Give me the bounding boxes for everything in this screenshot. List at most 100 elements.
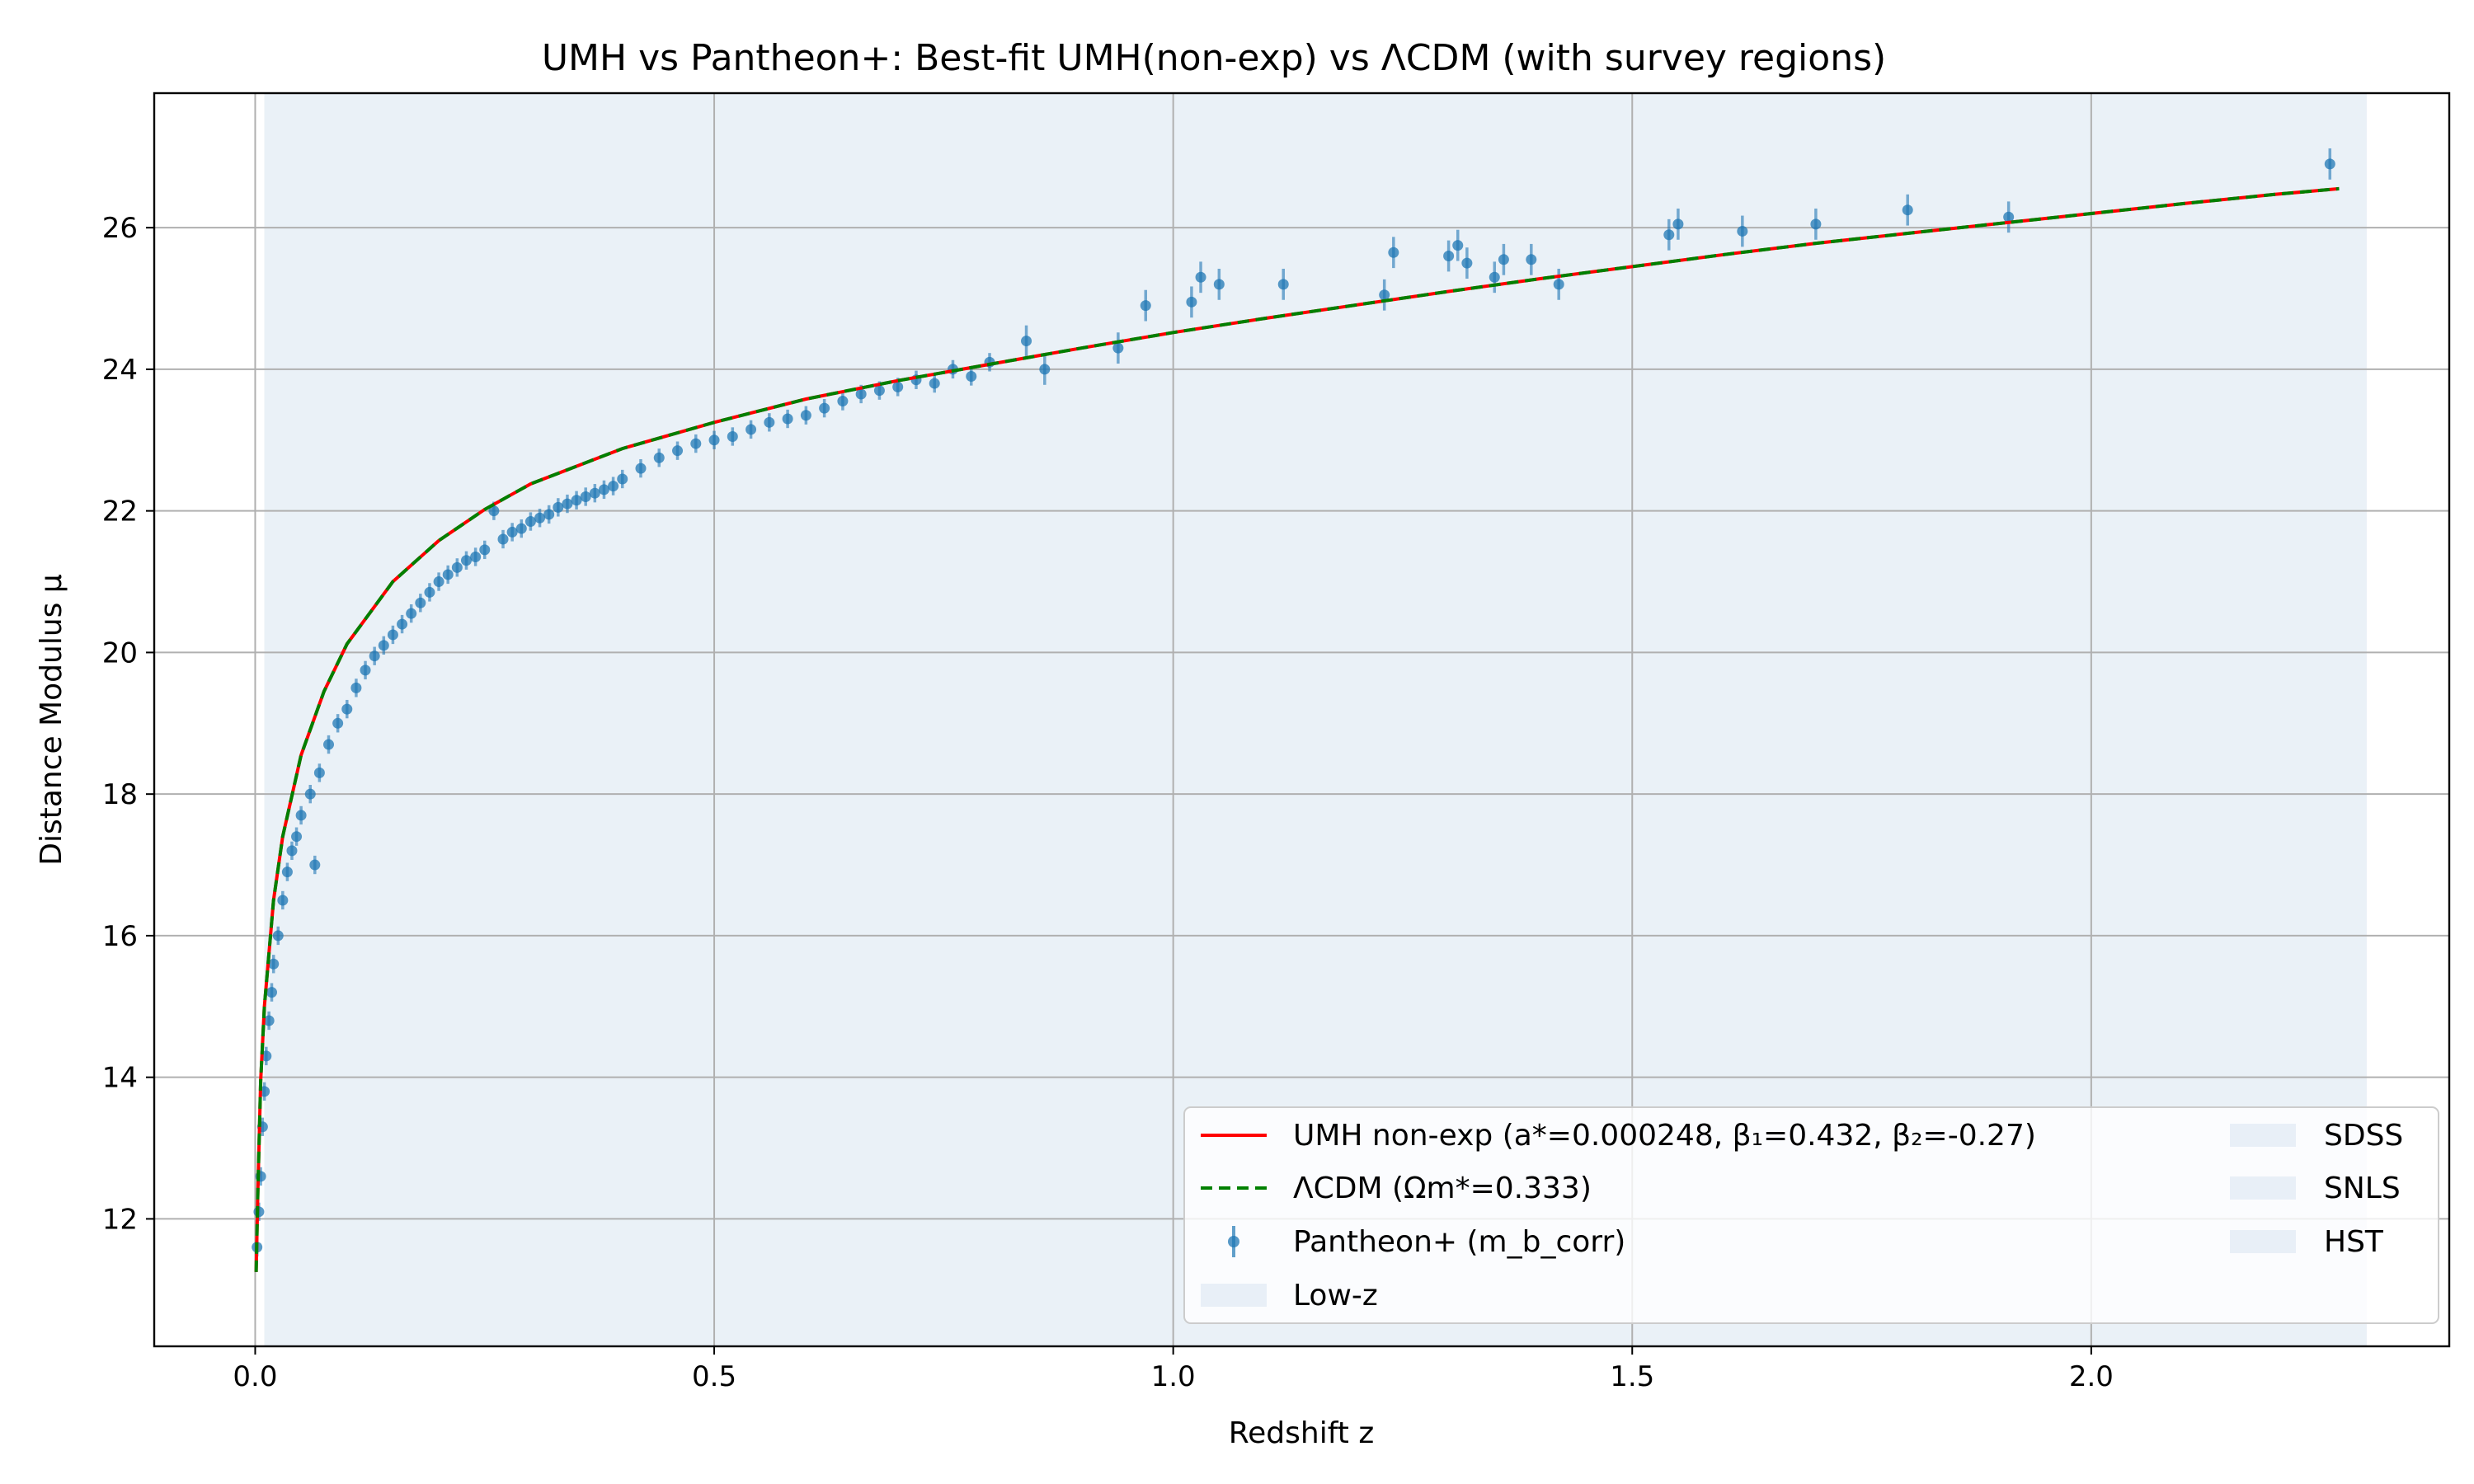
pantheon-point-9 — [272, 926, 284, 946]
x-tick-label-0: 0.0 — [233, 1360, 277, 1393]
pantheon-point-25 — [387, 625, 398, 645]
pantheon-point-52 — [653, 448, 665, 467]
pantheon-point-88 — [1663, 218, 1675, 251]
legend-snls-swatch — [2230, 1176, 2296, 1200]
pantheon-point-80 — [1388, 237, 1399, 269]
pantheon-point-31 — [442, 565, 454, 585]
pantheon-point-12 — [286, 841, 298, 861]
pantheon-point-13 — [291, 827, 303, 846]
pantheon-point-69 — [966, 367, 977, 386]
x-axis-label: Redshift z — [1229, 1416, 1374, 1450]
pantheon-point-38 — [506, 523, 518, 542]
pantheon-point-10 — [277, 890, 289, 910]
pantheon-point-14 — [295, 805, 307, 825]
pantheon-point-61 — [819, 398, 830, 418]
legend-snls-label: SNLS — [2324, 1172, 2401, 1205]
pantheon-point-29 — [424, 583, 435, 602]
pantheon-point-75 — [1186, 286, 1197, 318]
pantheon-point-19 — [332, 714, 344, 733]
lcdm-line — [254, 186, 2340, 1272]
pantheon-point-74 — [1140, 289, 1151, 322]
pantheon-point-56 — [727, 427, 738, 446]
legend-pantheon-label: Pantheon+ (m_b_corr) — [1293, 1225, 1625, 1259]
legend-hst-swatch — [2230, 1230, 2296, 1253]
pantheon-point-60 — [800, 406, 811, 425]
pantheon-point-49 — [608, 477, 619, 495]
pantheon-point-46 — [580, 487, 591, 506]
pantheon-point-42 — [543, 505, 555, 524]
pantheon-point-11 — [281, 862, 293, 881]
pantheon-point-78 — [1277, 268, 1289, 300]
pantheon-point-77 — [1213, 268, 1225, 300]
pantheon-point-55 — [708, 430, 720, 449]
pantheon-point-67 — [929, 373, 940, 393]
pantheon-point-41 — [534, 509, 546, 528]
pantheon-point-30 — [433, 572, 444, 591]
pantheon-point-81 — [1443, 240, 1455, 272]
pantheon-point-23 — [369, 646, 380, 665]
pantheon-point-90 — [1737, 215, 1748, 247]
pantheon-point-20 — [341, 699, 353, 719]
pantheon-point-91 — [1810, 208, 1822, 240]
pantheon-point-37 — [497, 529, 509, 549]
y-tick-label-4: 20 — [102, 636, 138, 669]
y-tick-label-6: 24 — [102, 354, 138, 387]
pantheon-point-57 — [745, 420, 757, 439]
x-tick-label-4: 2.0 — [2069, 1360, 2114, 1393]
pantheon-point-33 — [460, 551, 472, 570]
pantheon-point-73 — [1112, 332, 1124, 364]
pantheon-point-48 — [598, 480, 609, 500]
x-axis-ticks: 0.0 0.5 1.0 1.5 2.0 — [233, 1346, 2114, 1393]
pantheon-point-27 — [406, 604, 417, 623]
legend-sdss-swatch — [2230, 1124, 2296, 1147]
pantheon-point-6 — [263, 1011, 275, 1031]
y-tick-label-7: 26 — [102, 212, 138, 245]
pantheon-point-17 — [313, 763, 325, 782]
pantheon-point-44 — [562, 494, 573, 514]
pantheon-point-53 — [672, 441, 684, 460]
y-tick-label-5: 22 — [102, 495, 138, 528]
x-tick-label-3: 1.5 — [1610, 1360, 1654, 1393]
y-tick-label-0: 12 — [102, 1203, 138, 1236]
chart-title: UMH vs Pantheon+: Best-fit UMH(non-exp) … — [542, 37, 1886, 79]
pantheon-point-82 — [1452, 229, 1464, 261]
pantheon-point-21 — [350, 679, 362, 697]
pantheon-point-54 — [690, 434, 702, 453]
y-axis-ticks: 12 14 16 18 20 22 24 26 — [102, 212, 154, 1236]
pantheon-point-51 — [635, 458, 647, 478]
x-tick-label-1: 0.5 — [692, 1360, 736, 1393]
pantheon-point-72 — [1039, 354, 1051, 385]
y-tick-label-3: 18 — [102, 778, 138, 811]
pantheon-point-93 — [2003, 201, 2015, 233]
pantheon-point-28 — [415, 594, 426, 613]
pantheon-point-15 — [304, 785, 316, 804]
pantheon-point-85 — [1498, 243, 1509, 275]
y-tick-label-2: 16 — [102, 920, 138, 953]
pantheon-point-32 — [451, 558, 463, 577]
legend-lowz-swatch — [1201, 1284, 1267, 1307]
y-axis-label: Distance Modulus μ — [35, 574, 68, 866]
pantheon-point-87 — [1553, 268, 1564, 300]
pantheon-point-35 — [479, 540, 491, 560]
legend-pantheon-swatch — [1228, 1226, 1239, 1257]
legend-umh-label: UMH non-exp (a*=0.000248, β₁=0.432, β₂=-… — [1293, 1119, 2036, 1153]
pantheon-point-94 — [2324, 148, 2335, 180]
pantheon-point-58 — [764, 413, 775, 432]
pantheon-point-50 — [617, 469, 628, 489]
pantheon-point-43 — [553, 498, 564, 517]
x-tick-label-2: 1.0 — [1151, 1360, 1196, 1393]
y-tick-label-1: 14 — [102, 1062, 138, 1095]
pantheon-point-39 — [515, 519, 527, 538]
legend-box — [1183, 1106, 2439, 1324]
pantheon-point-89 — [1672, 208, 1684, 240]
pantheon-point-86 — [1526, 243, 1537, 275]
legend-lcdm-label: ΛCDM (Ωm*=0.333) — [1293, 1172, 1592, 1205]
plot-frame — [153, 92, 2451, 1348]
legend: UMH non-exp (a*=0.000248, β₁=0.432, β₂=-… — [1183, 1106, 2439, 1324]
pantheon-point-71 — [1021, 325, 1032, 357]
pantheon-point-18 — [323, 735, 335, 754]
model-lines — [254, 186, 2340, 1272]
pantheon-point-84 — [1489, 261, 1500, 294]
pantheon-point-34 — [470, 547, 482, 566]
